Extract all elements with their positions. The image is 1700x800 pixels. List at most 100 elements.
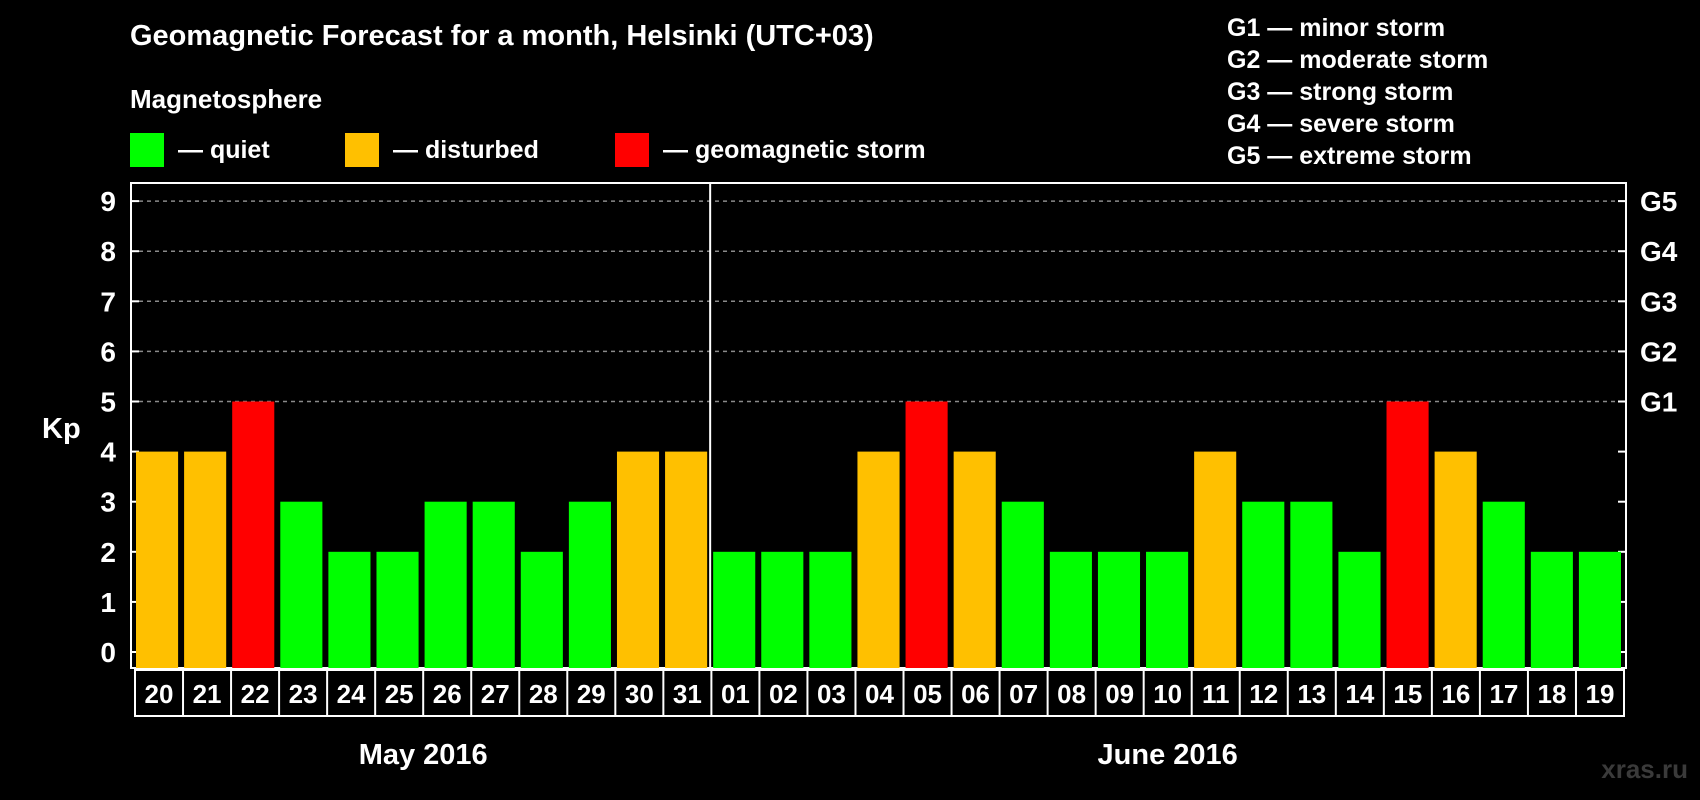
bar-may-29 [568, 501, 611, 668]
bar-may-26 [424, 501, 467, 668]
day-label-june-10: 10 [1153, 679, 1182, 709]
bar-june-18 [1530, 551, 1573, 668]
day-label-may-28: 28 [529, 679, 558, 709]
right-axis-label-g1: G1 [1640, 387, 1677, 418]
bar-june-05 [905, 401, 948, 668]
day-label-june-03: 03 [817, 679, 846, 709]
storm-level-g1: G1 — minor storm [1227, 14, 1446, 42]
day-label-may-26: 26 [433, 679, 462, 709]
day-label-june-18: 18 [1537, 679, 1566, 709]
legend-item-disturbed: — disturbed [345, 132, 539, 168]
bar-june-10 [1146, 551, 1189, 668]
day-label-may-21: 21 [193, 679, 222, 709]
legend-label-disturbed: — disturbed [393, 135, 539, 164]
storm-level-g3: G3 — strong storm [1227, 78, 1454, 106]
storm-level-g2: G2 — moderate storm [1227, 46, 1489, 74]
y-tick-label-9: 9 [100, 186, 116, 217]
bar-june-14 [1338, 551, 1381, 668]
day-label-june-07: 07 [1009, 679, 1038, 709]
day-label-may-25: 25 [385, 679, 414, 709]
day-label-may-29: 29 [577, 679, 606, 709]
watermark: xras.ru [1601, 754, 1688, 784]
bar-june-19 [1578, 551, 1621, 668]
day-label-june-12: 12 [1249, 679, 1278, 709]
bar-june-16 [1434, 451, 1477, 668]
bar-june-15 [1386, 401, 1429, 668]
day-label-june-19: 19 [1586, 679, 1615, 709]
day-label-may-20: 20 [145, 679, 174, 709]
bar-may-21 [184, 451, 227, 668]
bar-june-11 [1194, 451, 1237, 668]
day-label-may-27: 27 [481, 679, 510, 709]
day-label-june-02: 02 [769, 679, 798, 709]
legend-swatch-disturbed [345, 133, 379, 167]
day-label-june-13: 13 [1297, 679, 1326, 709]
day-label-row [134, 669, 1625, 717]
y-tick-label-4: 4 [100, 437, 116, 468]
bar-june-17 [1482, 501, 1525, 668]
day-label-may-24: 24 [337, 679, 366, 709]
day-label-june-17: 17 [1489, 679, 1518, 709]
day-label-june-08: 08 [1057, 679, 1086, 709]
right-axis-label-g2: G2 [1640, 336, 1677, 367]
y-tick-label-0: 0 [100, 637, 116, 668]
bar-may-25 [376, 551, 419, 668]
legend-item-storm: — geomagnetic storm [615, 132, 926, 168]
storm-level-g5: G5 — extreme storm [1227, 142, 1472, 170]
chart-title: Geomagnetic Forecast for a month, Helsin… [130, 20, 874, 52]
legend-heading: Magnetosphere [130, 84, 323, 114]
day-label-may-30: 30 [625, 679, 654, 709]
y-axis-label: Kp [42, 413, 81, 445]
legend-item-quiet: — quiet [130, 132, 270, 168]
bar-may-31 [665, 451, 708, 668]
storm-level-list: G1 — minor storm G2 — moderate storm G3 … [1227, 12, 1488, 172]
bar-may-22 [232, 401, 275, 668]
y-tick-label-8: 8 [100, 236, 116, 267]
legend-label-storm: — geomagnetic storm [663, 135, 926, 164]
day-label-june-09: 09 [1105, 679, 1134, 709]
bar-may-28 [520, 551, 563, 668]
day-label-june-14: 14 [1345, 679, 1374, 709]
month-label-0: May 2016 [359, 739, 488, 771]
right-axis-label-g3: G3 [1640, 286, 1677, 317]
bar-june-07 [1001, 501, 1044, 668]
bar-june-12 [1242, 501, 1285, 668]
day-label-june-11: 11 [1202, 679, 1230, 709]
right-axis-label-g4: G4 [1640, 236, 1678, 267]
month-label-1: June 2016 [1098, 739, 1238, 771]
bar-may-27 [472, 501, 515, 668]
y-tick-label-1: 1 [100, 587, 116, 618]
bar-may-23 [280, 501, 323, 668]
bar-may-30 [616, 451, 660, 668]
storm-level-g4: G4 — severe storm [1227, 110, 1455, 138]
y-tick-label-5: 5 [100, 387, 116, 418]
day-label-june-01: 01 [721, 679, 750, 709]
bar-june-08 [1049, 551, 1092, 668]
day-label-may-31: 31 [673, 679, 702, 709]
y-tick-label-3: 3 [100, 487, 116, 518]
y-tick-label-6: 6 [100, 336, 116, 367]
day-label-june-16: 16 [1441, 679, 1470, 709]
bar-june-02 [761, 551, 804, 668]
bar-june-06 [953, 451, 996, 668]
day-label-june-06: 06 [961, 679, 990, 709]
y-tick-label-2: 2 [100, 537, 116, 568]
bar-june-04 [857, 451, 900, 668]
day-label-june-05: 05 [913, 679, 942, 709]
bar-june-13 [1290, 501, 1333, 668]
day-label-june-15: 15 [1393, 679, 1422, 709]
y-tick-label-7: 7 [100, 286, 116, 317]
day-label-june-04: 04 [865, 679, 894, 709]
bar-june-01 [713, 551, 756, 668]
legend-label-quiet: — quiet [178, 135, 270, 164]
right-axis-label-g5: G5 [1640, 186, 1677, 217]
bar-june-09 [1097, 551, 1141, 668]
day-label-may-22: 22 [241, 679, 270, 709]
bar-may-20 [136, 451, 179, 668]
day-label-may-23: 23 [289, 679, 318, 709]
bar-june-03 [809, 551, 852, 668]
bar-may-24 [328, 551, 371, 668]
legend-swatch-storm [615, 133, 649, 167]
legend-swatch-quiet [130, 133, 164, 167]
